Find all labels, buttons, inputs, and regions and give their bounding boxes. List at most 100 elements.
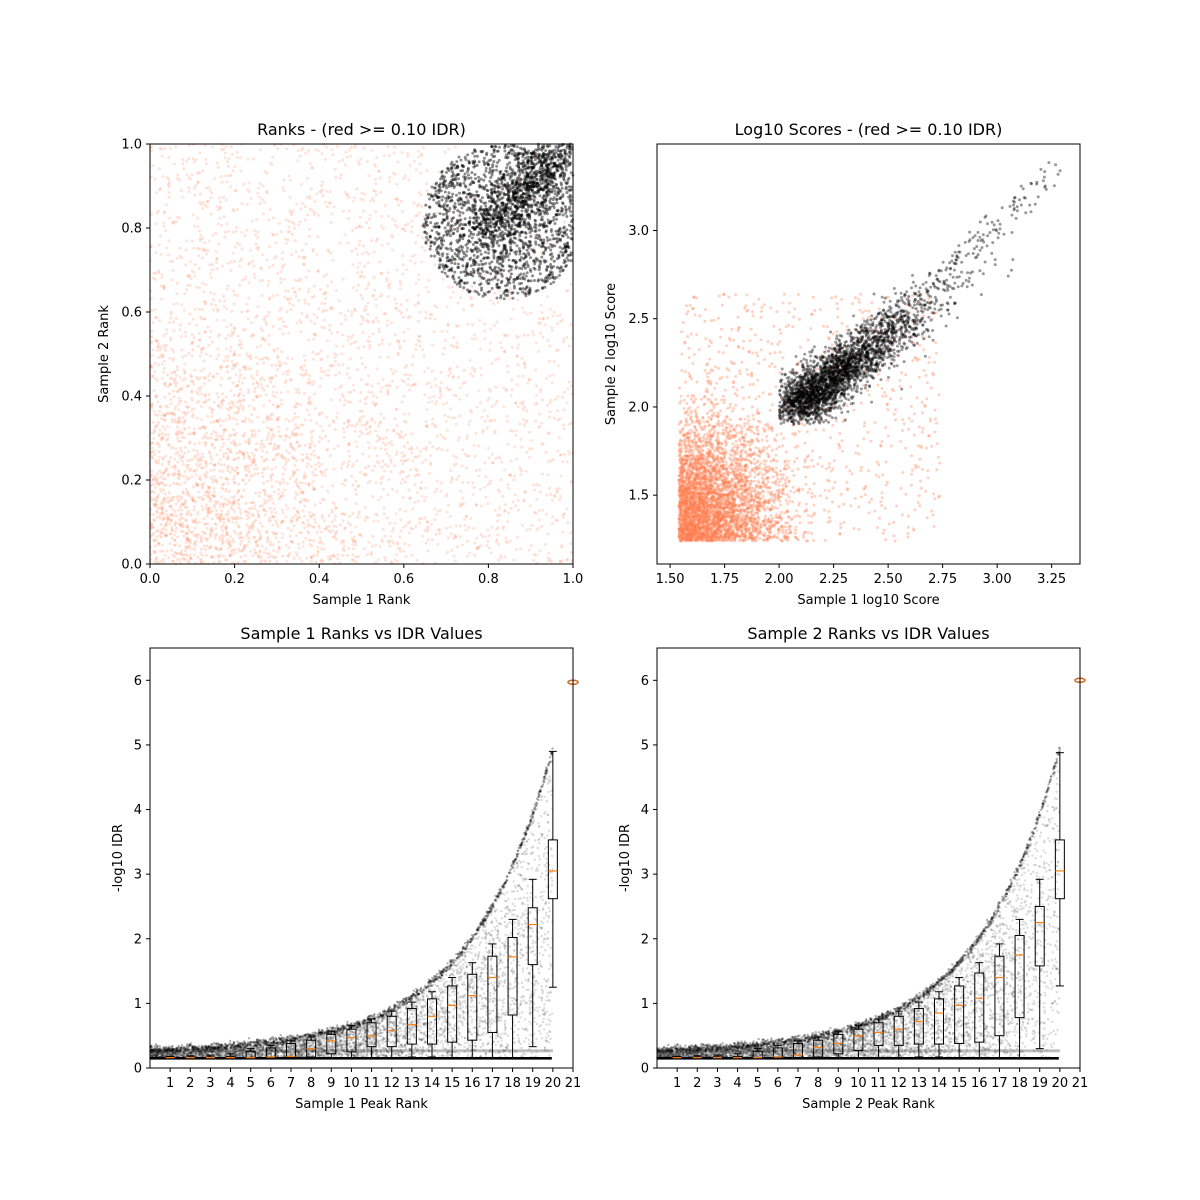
ranks-point-fail	[428, 316, 432, 320]
ranks-point-fail	[446, 550, 449, 554]
ranks-point-fail	[439, 381, 443, 384]
ranks-point-fail	[312, 473, 316, 477]
ranks-point-fail	[375, 395, 379, 399]
ranks-point-fail	[237, 343, 241, 347]
ranks-point-fail	[371, 400, 375, 404]
ranks-point-fail	[159, 187, 163, 190]
ranks-point-fail	[185, 288, 188, 292]
ranks-point-fail	[348, 442, 351, 446]
ranks-point-fail	[342, 549, 346, 553]
ranks-point-fail	[264, 560, 268, 564]
ranks-point-fail	[356, 283, 360, 287]
ranks-point-fail	[234, 405, 238, 409]
ranks-point-fail	[308, 458, 312, 461]
ranks-point-fail	[178, 254, 182, 258]
ranks-point-fail	[277, 545, 281, 549]
ranks-point-fail	[415, 446, 419, 450]
ranks-point-fail	[396, 198, 399, 202]
ranks-point-fail	[298, 531, 301, 535]
ranks-point-fail	[307, 149, 310, 152]
ranks-point-fail	[287, 419, 291, 423]
ranks-point-fail	[189, 277, 193, 281]
ranks-point-fail	[357, 418, 361, 422]
ranks-point-fail	[205, 470, 209, 474]
ranks-point-fail	[414, 241, 418, 245]
ranks-point-fail	[276, 417, 280, 420]
ranks-point-fail	[461, 543, 464, 547]
ranks-point-fail	[518, 468, 522, 472]
ranks-point-fail	[335, 145, 339, 148]
ranks-point-pass	[510, 291, 514, 295]
ranks-point-fail	[539, 303, 543, 307]
ranks-point-fail	[185, 513, 189, 517]
ranks-point-fail	[184, 400, 187, 404]
ranks-point-fail	[156, 506, 160, 510]
ranks-point-fail	[176, 535, 180, 539]
ranks-point-fail	[294, 402, 298, 406]
ranks-point-fail	[311, 512, 315, 516]
ranks-point-fail	[223, 151, 227, 155]
ranks-point-fail	[159, 252, 163, 256]
ranks-point-fail	[453, 559, 457, 563]
ranks-point-fail	[302, 474, 306, 478]
ranks-point-fail	[254, 491, 257, 495]
ranks-point-fail	[206, 537, 210, 541]
ranks-point-fail	[376, 424, 380, 428]
ranks-point-fail	[305, 372, 309, 376]
ranks-point-fail	[163, 419, 167, 422]
ranks-point-fail	[210, 517, 214, 521]
ranks-point-fail	[489, 298, 493, 302]
ranks-point-fail	[160, 500, 164, 504]
ranks-point-fail	[303, 364, 307, 368]
ranks-point-fail	[402, 177, 406, 180]
ranks-point-fail	[454, 422, 458, 426]
ranks-point-fail	[425, 424, 428, 427]
ranks-point-fail	[180, 508, 184, 512]
ranks-point-fail	[240, 539, 244, 543]
ranks-point-fail	[472, 486, 476, 489]
ranks-point-fail	[269, 475, 273, 479]
ranks-point-fail	[375, 156, 379, 160]
ranks-point-fail	[384, 448, 387, 451]
ranks-point-fail	[178, 246, 182, 250]
ranks-point-fail	[454, 344, 458, 348]
ranks-point-fail	[383, 204, 387, 208]
ranks-point-fail	[270, 484, 274, 488]
ranks-point-fail	[271, 294, 275, 298]
ranks-point-fail	[374, 164, 377, 168]
ranks-point-fail	[424, 495, 428, 499]
ranks-point-fail	[247, 442, 251, 446]
ranks-point-fail	[249, 367, 253, 371]
ranks-point-fail	[210, 407, 214, 411]
ranks-point-fail	[216, 512, 219, 516]
ranks-point-fail	[380, 465, 384, 469]
ranks-point-fail	[522, 499, 526, 503]
ranks-point-fail	[434, 384, 438, 388]
ranks-point-fail	[391, 527, 395, 531]
ranks-point-fail	[206, 495, 210, 499]
ranks-point-fail	[361, 316, 365, 320]
ranks-point-fail	[186, 411, 190, 415]
ranks-point-fail	[280, 257, 284, 261]
ranks-point-fail	[378, 355, 382, 359]
ranks-point-fail	[229, 389, 233, 392]
ranks-point-fail	[441, 402, 445, 406]
ranks-point-fail	[175, 425, 179, 429]
ranks-point-fail	[503, 333, 507, 337]
ranks-point-fail	[188, 440, 192, 444]
ranks-point-fail	[174, 384, 178, 388]
ranks-point-fail	[277, 429, 281, 433]
ranks-point-fail	[315, 473, 319, 477]
ranks-point-fail	[238, 368, 242, 372]
ranks-point-fail	[236, 482, 240, 486]
ranks-point-fail	[537, 526, 541, 530]
ranks-point-fail	[270, 364, 274, 367]
ranks-point-fail	[550, 498, 554, 502]
ranks-point-fail	[222, 419, 226, 423]
ranks-point-fail	[161, 425, 165, 428]
ranks-point-fail	[235, 384, 239, 388]
ranks-point-pass	[511, 149, 515, 153]
ranks-point-fail	[408, 496, 411, 500]
ranks-point-fail	[298, 154, 302, 158]
ranks-point-fail	[163, 427, 167, 431]
